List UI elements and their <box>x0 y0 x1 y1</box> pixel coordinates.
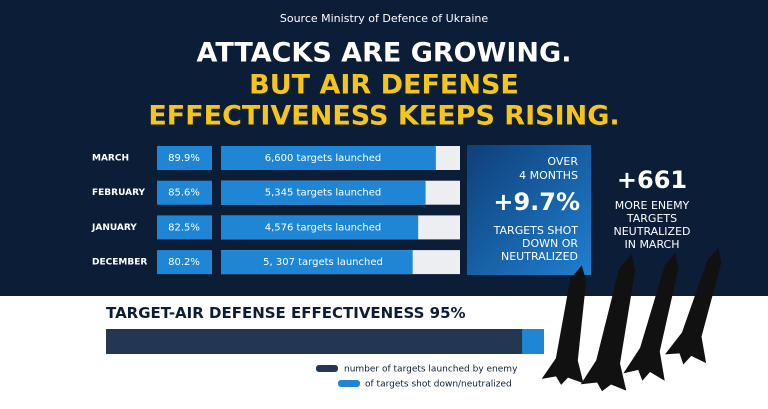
title-value: 95% <box>430 304 466 322</box>
title-text: TARGET-AIR DEFENSE EFFECTIVENESS <box>106 304 424 322</box>
percent-label: 82.5% <box>168 222 200 233</box>
launched-label: 6,600 targets launched <box>265 153 382 164</box>
percent-box <box>157 180 212 205</box>
month-label: JANUARY <box>91 223 137 233</box>
source: Source Ministry of Defence of Ukraine <box>280 12 488 25</box>
summary-line: OVER <box>547 155 578 168</box>
launched-label: 4,576 targets launched <box>265 222 382 233</box>
summary-caption: TARGETS SHOT <box>493 224 579 237</box>
launched-label: 5,345 targets launched <box>265 188 382 199</box>
summary-change: +9.7% <box>493 188 580 216</box>
rockets <box>541 248 722 392</box>
legend-label: of targets shot down/neutralized <box>365 380 512 390</box>
percent-box <box>157 146 212 170</box>
headline: ATTACKS ARE GROWING. <box>197 38 572 69</box>
bar <box>221 180 426 205</box>
legend-swatch <box>316 365 338 372</box>
rows: MARCH 89.9% 6,600 targets launched FEBRUARY… <box>91 146 460 275</box>
launched-label: 5, 307 targets launched <box>263 257 383 268</box>
legend-label: number of targets launched by enemy <box>344 365 518 375</box>
legend-swatch <box>338 380 360 387</box>
percent-label: 80.2% <box>168 257 200 268</box>
bar <box>221 250 413 275</box>
month-label: DECEMBER <box>92 258 147 268</box>
headline: EFFECTIVENESS KEEPS RISING. <box>148 101 619 132</box>
percent-label: 85.6% <box>168 188 200 199</box>
summary-box <box>467 145 591 275</box>
bar <box>221 146 436 170</box>
summary-line: 4 MONTHS <box>519 169 578 182</box>
effectiveness-bar <box>106 329 523 354</box>
side-caption: NEUTRALIZED <box>614 225 691 238</box>
headline: BUT AIR DEFENSE <box>249 70 519 101</box>
effectiveness-title: TARGET-AIR DEFENSE EFFECTIVENESS 95% <box>106 304 466 322</box>
percent-label: 89.9% <box>168 153 200 164</box>
side-caption: MORE ENEMY <box>615 199 690 212</box>
month-label: MARCH <box>92 154 129 164</box>
percent-box <box>157 215 212 240</box>
side-caption: IN MARCH <box>624 238 679 251</box>
bar <box>221 215 419 240</box>
month-label: FEBRUARY <box>92 188 146 198</box>
summary-caption: NEUTRALIZED <box>501 250 578 263</box>
percent-box <box>157 250 212 275</box>
side-number: +661 <box>617 166 687 194</box>
summary-caption: DOWN OR <box>522 237 578 250</box>
side-caption: TARGETS <box>626 212 677 225</box>
